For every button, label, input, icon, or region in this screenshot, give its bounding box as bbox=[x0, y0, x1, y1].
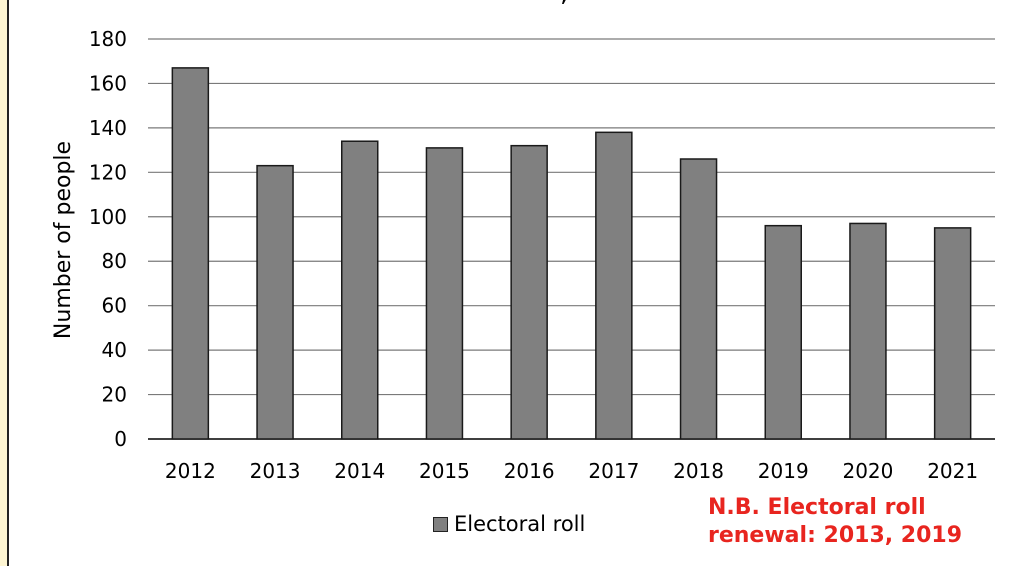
y-axis-ticks: 0 20 40 60 80 100 120 140 160 180 bbox=[89, 27, 127, 451]
annotation-note: N.B. Electoral roll renewal: 2013, 2019 bbox=[708, 494, 962, 550]
bar-2012 bbox=[171, 67, 210, 440]
x-tick-label: 2017 bbox=[588, 459, 639, 483]
annotation-line-1: N.B. Electoral roll bbox=[708, 495, 926, 520]
y-axis-label: Number of people bbox=[51, 141, 76, 339]
title-fragment: , bbox=[560, 0, 568, 8]
y-tick-label: 140 bbox=[89, 116, 127, 140]
bar-2019 bbox=[764, 224, 802, 440]
y-tick-label: 120 bbox=[89, 160, 127, 184]
y-tick-label: 180 bbox=[89, 27, 127, 51]
x-axis-ticks: 2012 2013 2014 2015 2016 2017 2018 2019 2020 2021 bbox=[165, 459, 978, 483]
bar-2020 bbox=[849, 222, 887, 440]
x-tick-label: 2015 bbox=[419, 459, 470, 483]
bar-2018 bbox=[679, 158, 718, 440]
x-tick-label: 2012 bbox=[165, 459, 216, 483]
x-tick-label: 2016 bbox=[504, 459, 555, 483]
y-tick-label: 40 bbox=[102, 338, 127, 362]
legend-swatch bbox=[433, 516, 448, 532]
y-tick-label: 60 bbox=[102, 294, 127, 318]
y-tick-label: 20 bbox=[102, 383, 127, 407]
bar-2021 bbox=[933, 227, 972, 440]
bar-2017 bbox=[595, 131, 633, 440]
y-tick-label: 80 bbox=[102, 249, 127, 273]
left-border-decoration bbox=[0, 0, 9, 566]
x-tick-label: 2020 bbox=[842, 459, 893, 483]
x-tick-label: 2013 bbox=[250, 459, 301, 483]
x-tick-label: 2021 bbox=[927, 459, 978, 483]
bar-2015 bbox=[425, 147, 464, 440]
bar-2014 bbox=[341, 140, 379, 440]
y-tick-label: 160 bbox=[89, 71, 127, 95]
bar-2013 bbox=[256, 164, 294, 440]
legend-label: Electoral roll bbox=[454, 512, 586, 536]
x-tick-label: 2014 bbox=[334, 459, 385, 483]
legend: Electoral roll bbox=[433, 512, 585, 536]
annotation-line-2: renewal: 2013, 2019 bbox=[708, 523, 962, 548]
x-tick-label: 2019 bbox=[758, 459, 809, 483]
x-tick-label: 2018 bbox=[673, 459, 724, 483]
y-tick-label: 0 bbox=[114, 427, 127, 451]
bars bbox=[171, 67, 972, 440]
y-tick-label: 100 bbox=[89, 205, 127, 229]
bar-2016 bbox=[510, 144, 548, 440]
